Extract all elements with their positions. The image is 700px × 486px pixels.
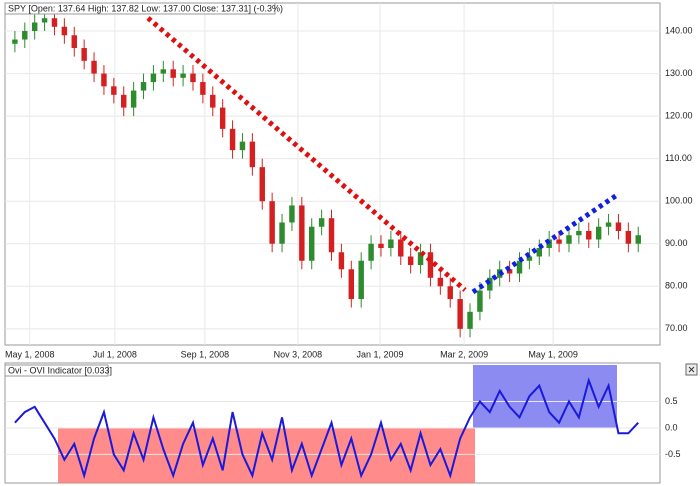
candle-body xyxy=(328,218,335,253)
candle-body xyxy=(635,235,641,244)
candle-body xyxy=(368,243,374,261)
y-tick-label: 140.00 xyxy=(665,25,693,35)
x-tick-label: Nov 3, 2008 xyxy=(274,349,323,359)
candle-body xyxy=(318,218,325,227)
y-tick-label: 80.00 xyxy=(665,281,688,291)
candle-body xyxy=(467,311,473,329)
candle-body xyxy=(615,222,622,231)
candle-body xyxy=(180,73,186,78)
candle-body xyxy=(309,226,315,261)
candle-body xyxy=(605,222,612,227)
candle-body xyxy=(51,18,58,27)
candle-body xyxy=(289,205,295,223)
y-tick-label: 0.0 xyxy=(665,422,678,432)
candle-body xyxy=(516,260,523,274)
candle-body xyxy=(407,256,414,266)
candle-body xyxy=(150,73,157,83)
candle-body xyxy=(338,252,345,270)
candle-body xyxy=(259,167,265,202)
x-tick-label: Jan 1, 2009 xyxy=(356,349,403,359)
candle-body xyxy=(61,26,68,36)
candle-body xyxy=(546,239,552,248)
x-tick-label: May 1, 2009 xyxy=(528,349,578,359)
y-tick-label: 110.00 xyxy=(665,153,692,163)
candle-body xyxy=(477,290,483,312)
candle-body xyxy=(229,128,236,151)
candle-body xyxy=(536,247,543,257)
candle-body xyxy=(358,260,364,300)
uptrend-line xyxy=(471,192,619,295)
candle-body xyxy=(556,239,562,244)
y-tick-label: 0.5 xyxy=(665,396,678,406)
candle-body xyxy=(71,35,77,49)
candle-body xyxy=(417,252,424,266)
candle-body xyxy=(566,235,572,244)
ovi-line xyxy=(14,377,639,480)
candle-body xyxy=(210,94,216,108)
candle-body xyxy=(249,141,256,168)
candle-body xyxy=(348,269,355,300)
candle-body xyxy=(22,31,28,40)
candle-body xyxy=(219,107,226,129)
candle-body xyxy=(457,299,463,329)
negative-zone xyxy=(58,428,475,483)
candle-body xyxy=(526,256,533,261)
indicator-title-box xyxy=(4,364,109,377)
candle-body xyxy=(190,73,196,83)
candle-body xyxy=(101,73,107,87)
candle-body xyxy=(625,230,632,244)
candle-body xyxy=(239,141,246,151)
y-tick-label: -0.5 xyxy=(665,449,681,459)
candle-body xyxy=(437,277,444,287)
candle-body xyxy=(41,18,48,23)
downtrend-line xyxy=(146,16,467,292)
candle-body xyxy=(506,269,513,274)
candle-body xyxy=(200,82,206,95)
x-tick-label: May 1, 2008 xyxy=(5,349,55,359)
candle-body xyxy=(140,82,147,91)
y-tick-label: 90.00 xyxy=(665,238,688,248)
candle-body xyxy=(586,230,592,240)
candle-body xyxy=(487,277,493,291)
y-tick-label: 70.00 xyxy=(665,323,688,333)
candle-body xyxy=(427,252,434,278)
candle-body xyxy=(81,48,87,61)
candle-body xyxy=(130,90,137,108)
candle-body xyxy=(299,205,305,261)
chart-title: SPY [Open: 137.64 High: 137.82 Low: 137.… xyxy=(8,3,283,13)
candle-body xyxy=(31,22,38,32)
title-box xyxy=(4,2,276,15)
candle-body xyxy=(388,239,394,248)
candle-body xyxy=(576,230,582,236)
x-tick-label: Mar 2, 2009 xyxy=(440,349,488,359)
candle-body xyxy=(170,69,176,78)
y-tick-label: 130.00 xyxy=(665,68,693,78)
y-tick-label: 120.00 xyxy=(665,110,693,120)
candle-body xyxy=(595,226,602,240)
candle-body xyxy=(121,94,127,108)
candle-body xyxy=(398,239,404,257)
candle-body xyxy=(160,69,167,74)
candle-body xyxy=(279,222,285,244)
candle-body xyxy=(378,243,384,248)
candle-body xyxy=(269,201,275,244)
x-tick-label: Jul 1, 2008 xyxy=(93,349,137,359)
candle-body xyxy=(447,286,453,300)
x-tick-label: Sep 1, 2008 xyxy=(181,349,230,359)
close-icon[interactable] xyxy=(688,366,695,373)
indicator-title: Ovi - OVI Indicator [0.033] xyxy=(8,365,112,375)
y-tick-label: 100.00 xyxy=(665,196,693,206)
candle-body xyxy=(12,39,18,44)
candle-body xyxy=(111,86,117,95)
candle-body xyxy=(91,60,97,74)
